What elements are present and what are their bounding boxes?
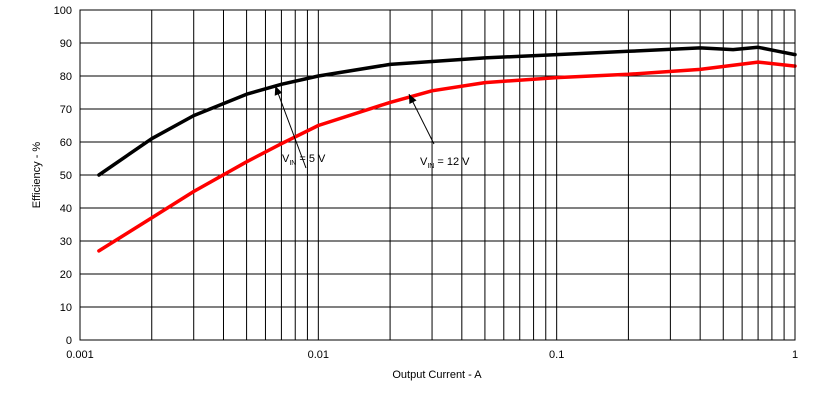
- y-axis-title: Efficiency - %: [31, 142, 43, 209]
- y-tick-label: 30: [60, 236, 72, 248]
- y-tick-label: 60: [60, 137, 72, 149]
- y-tick-label: 80: [60, 71, 72, 83]
- x-tick-label: 0.01: [308, 349, 329, 361]
- x-tick-label: 1: [792, 349, 798, 361]
- y-tick-label: 70: [60, 104, 72, 116]
- tick-labels: 0 10 20 30 40 50 60 70 80 90 100 0.001 0.01 0.1 1: [54, 5, 798, 361]
- x-tick-label: 0.001: [66, 349, 94, 361]
- y-tick-label: 40: [60, 203, 72, 215]
- x-axis-title: Output Current - A: [392, 369, 482, 381]
- annotation-arrow-line: [274, 85, 307, 169]
- series-line-0: [97, 45, 797, 177]
- annotation-arrowhead: [274, 85, 283, 96]
- annotation-label: VIN = 12 V: [420, 156, 470, 170]
- y-tick-label: 90: [60, 38, 72, 50]
- y-tick-label: 100: [54, 5, 72, 17]
- annotation-arrowhead: [408, 94, 417, 104]
- plot-frame: [79, 9, 796, 341]
- y-tick-label: 10: [60, 302, 72, 314]
- grid-lines: [80, 10, 795, 340]
- y-tick-label: 50: [60, 170, 72, 182]
- annotation-label: VIN = 5 V: [282, 153, 326, 167]
- x-tick-label: 0.1: [549, 349, 564, 361]
- annotations: VIN = 5 V VIN = 12 V: [274, 85, 470, 170]
- annotation-arrow-line: [408, 93, 435, 145]
- y-tick-label: 20: [60, 269, 72, 281]
- y-tick-label: 0: [66, 335, 72, 347]
